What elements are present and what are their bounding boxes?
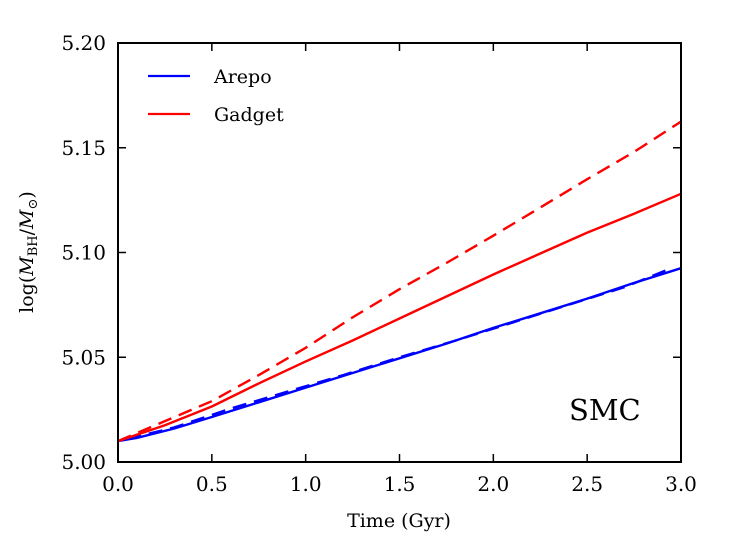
x-tick-label-4: 2.0 — [477, 472, 509, 496]
plot-background — [118, 43, 681, 462]
x-tick-label-5: 2.5 — [571, 472, 603, 496]
y-axis-label-sub2: ⊙ — [26, 199, 41, 210]
y-tick-label-0: 5.00 — [61, 450, 106, 474]
x-tick-label-3: 1.5 — [384, 472, 416, 496]
series-line-2 — [117, 192, 682, 443]
y-axis-label-m2: M — [16, 209, 38, 230]
y-axis-label-suffix: ) — [16, 191, 38, 198]
tick-labels-layer: 0.0 0.5 1.0 1.5 2.0 2.5 3.0 5.00 5.05 5.10 5.15 5.2… — [61, 31, 696, 496]
y-tick-label-1: 5.05 — [61, 345, 106, 369]
x-tick-label-0: 0.0 — [102, 472, 134, 496]
plot-frame — [117, 42, 682, 463]
y-axis-label-sub1: BH — [26, 235, 41, 256]
y-axis-label: log(MBH/M⊙) — [16, 191, 41, 313]
y-tick-label-4: 5.20 — [61, 31, 106, 55]
y-axis-label-prefix: log( — [16, 276, 38, 313]
x-tick-label-1: 0.5 — [196, 472, 228, 496]
x-axis-label: Time (Gyr) — [347, 510, 451, 532]
legend-label-gadget: Gadget — [214, 104, 284, 126]
y-axis-label-m1: M — [16, 256, 38, 277]
legend: Arepo Gadget — [148, 66, 284, 126]
x-tick-label-6: 3.0 — [665, 472, 697, 496]
series-line-3 — [117, 120, 682, 443]
series-layer — [117, 120, 682, 443]
x-tick-label-2: 1.0 — [290, 472, 322, 496]
annotation-smc: SMC — [569, 393, 641, 427]
legend-label-arepo: Arepo — [213, 66, 272, 88]
y-tick-label-3: 5.15 — [61, 136, 106, 160]
y-tick-label-2: 5.10 — [61, 241, 106, 265]
y-axis-label-slash: / — [16, 228, 38, 235]
